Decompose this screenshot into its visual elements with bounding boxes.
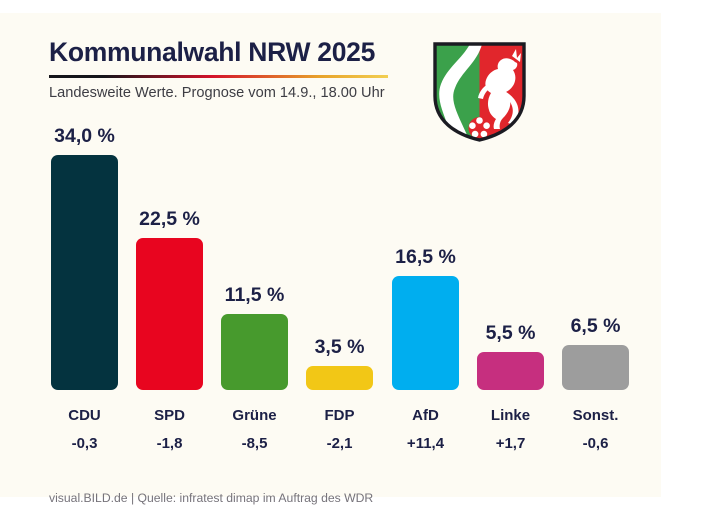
infographic-card: Kommunalwahl NRW 2025 Landesweite Werte.… [0,13,661,505]
axis-label-cdu: CDU [68,407,101,424]
bar-value-cdu: 34,0 % [54,125,115,147]
axis-delta-cdu: -0,3 [71,435,98,452]
bar-afd [392,276,459,390]
bar-fdp [306,366,373,390]
bar-linke [477,352,544,390]
bar-chart: 34,0 % CDU -0,3 22,5 % SPD -1,8 11,5 % G… [0,125,661,497]
chart-subtitle: Landesweite Werte. Prognose vom 14.9., 1… [49,85,385,101]
axis-label-afd: AfD [412,407,439,424]
bar-value-afd: 16,5 % [395,246,456,268]
nrw-coat-of-arms-icon [431,40,528,144]
axis-delta-spd: -1,8 [156,435,183,452]
axis-label-gruene: Grüne [232,407,277,424]
axis-delta-afd: +11,4 [406,435,445,452]
axis-label-fdp: FDP [324,407,355,424]
title-underline-flag-rule [49,75,388,78]
bar-gruene [221,314,288,390]
axis-label-linke: Linke [490,407,531,424]
axis-delta-gruene: -8,5 [241,435,268,452]
bar-value-fdp: 3,5 % [314,336,365,358]
axis-label-sonstige: Sonst. [572,407,619,424]
bar-value-sonstige: 6,5 % [570,315,621,337]
chart-header: Kommunalwahl NRW 2025 Landesweite Werte.… [0,13,661,142]
bar-cdu [51,155,118,390]
axis-delta-fdp: -2,1 [326,435,353,452]
bar-value-linke: 5,5 % [485,322,536,344]
bar-spd [136,238,203,390]
source-credit: visual.BILD.de | Quelle: infratest dimap… [49,491,374,505]
page-title: Kommunalwahl NRW 2025 [49,37,376,67]
bar-value-spd: 22,5 % [139,208,200,230]
axis-delta-sonstige: -0,6 [582,435,609,452]
bar-sonstige [562,345,629,390]
axis-label-spd: SPD [154,407,185,424]
bar-value-gruene: 11,5 % [224,284,285,306]
axis-delta-linke: +1,7 [495,435,526,452]
